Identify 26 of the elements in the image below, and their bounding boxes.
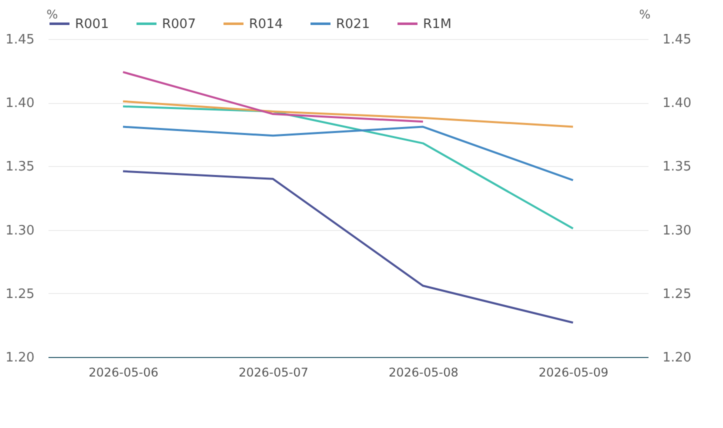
x-tick-label: 2026-05-08	[388, 366, 458, 380]
y-tick-label: 1.45	[6, 32, 34, 48]
line-series	[122, 105, 574, 230]
y-axis-title: %	[46, 8, 58, 22]
y-tick-label: 1.30	[6, 223, 34, 238]
legend-label: R1M	[423, 16, 452, 32]
y2-axis-title: %	[639, 8, 650, 22]
y-tick-label: 1.25	[6, 286, 34, 302]
y2-tick-label: 1.20	[662, 350, 692, 366]
line-series	[122, 100, 574, 128]
legend-label: R001	[75, 16, 109, 32]
legend-label: R007	[162, 16, 196, 32]
y2-tick-label: 1.40	[662, 96, 692, 112]
y-tick-label: 1.40	[6, 96, 34, 112]
x-tick-label: 2026-05-09	[538, 366, 608, 380]
x-tick-label: 2026-05-06	[88, 366, 158, 380]
legend-label: R014	[249, 16, 283, 32]
x-tick-label: 2026-05-07	[238, 366, 308, 380]
y-tick-label: 1.35	[6, 160, 34, 175]
y-tick-label: 1.20	[6, 350, 34, 366]
y2-tick-label: 1.25	[662, 286, 692, 302]
y2-tick-label: 1.30	[662, 223, 692, 238]
line-series	[122, 170, 574, 324]
y2-tick-label: 1.35	[662, 160, 692, 175]
y2-tick-label: 1.45	[662, 32, 692, 48]
legend-label: R021	[336, 16, 370, 32]
